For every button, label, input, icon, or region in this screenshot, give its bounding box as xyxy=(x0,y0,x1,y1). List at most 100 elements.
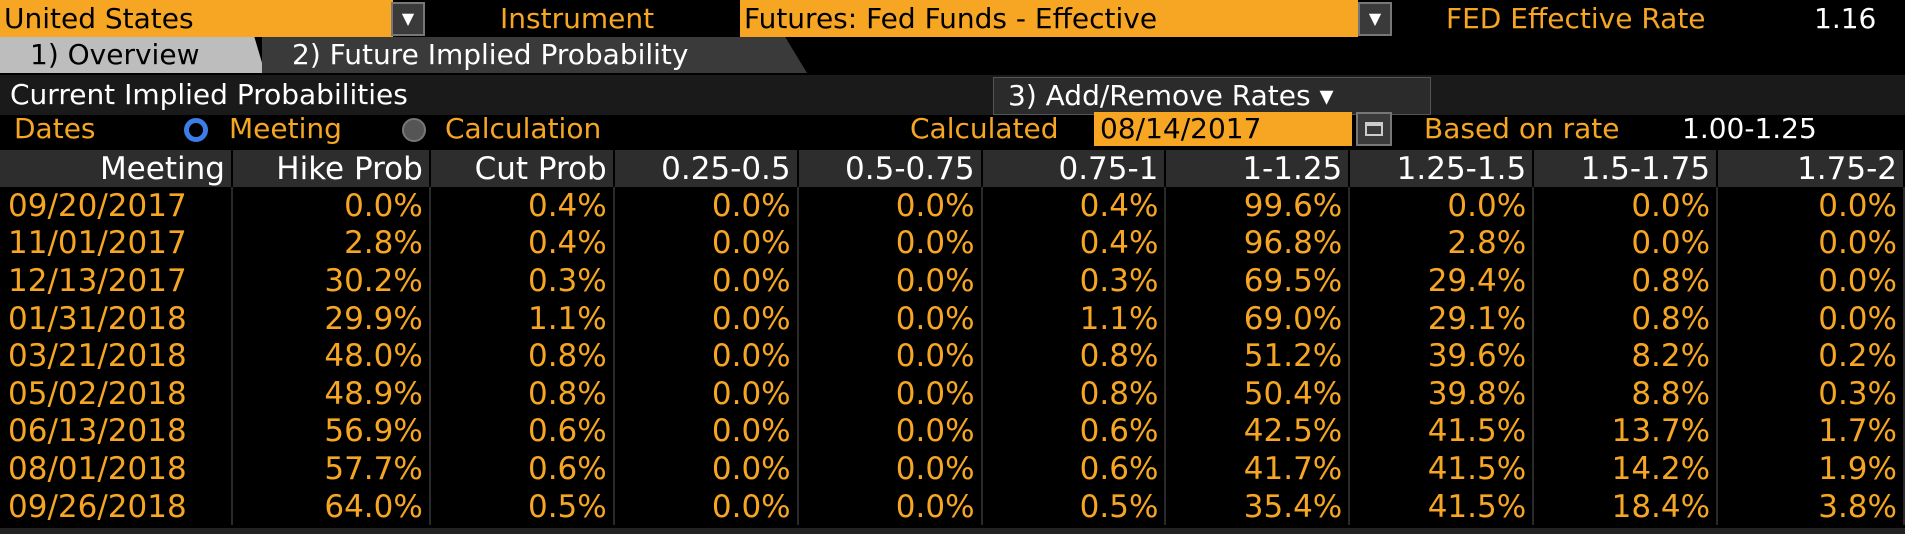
meeting-date-cell: 03/21/2018 xyxy=(0,337,233,375)
probability-cell: 0.0% xyxy=(613,224,799,263)
table-row[interactable]: 09/26/2018 64.0% 0.5% 0.0% 0.0% 0.5% 35.4% 41.5… xyxy=(0,487,1905,526)
probability-cell: 1.9% xyxy=(1717,450,1905,488)
meeting-date-cell: 08/01/2018 xyxy=(0,450,233,488)
table-row[interactable]: 01/31/2018 29.9% 1.1% 0.0% 0.0% 1.1% 69.0% 29.1… xyxy=(0,299,1905,338)
column-header[interactable]: Cut Prob xyxy=(429,150,615,187)
probability-cell: 0.8% xyxy=(1533,262,1719,300)
probability-cell: 0.0% xyxy=(1533,187,1719,225)
table-row[interactable]: 11/01/2017 2.8% 0.4% 0.0% 0.0% 0.4% 96.8% 2.8% 0… xyxy=(0,224,1905,263)
probability-cell: 0.0% xyxy=(797,224,983,263)
chevron-down-icon: ▼ xyxy=(401,9,415,28)
probability-cell: 13.7% xyxy=(1533,412,1719,451)
probability-cell: 0.0% xyxy=(797,412,983,451)
column-header[interactable]: 1.5-1.75 xyxy=(1533,150,1719,187)
probability-cell: 41.5% xyxy=(1349,487,1535,526)
table-header-row: Meeting Hike Prob Cut Prob 0.25-0.5 0.5-0.75… xyxy=(0,150,1905,187)
probability-cell: 0.3% xyxy=(429,262,615,300)
probability-cell: 0.8% xyxy=(429,374,615,413)
probability-cell: 0.0% xyxy=(1717,299,1905,338)
table-row[interactable]: 09/20/2017 0.0% 0.4% 0.0% 0.0% 0.4% 99.6% 0.0% 0… xyxy=(0,187,1905,225)
probability-cell: 0.5% xyxy=(429,487,615,526)
probability-cell: 0.8% xyxy=(981,337,1167,375)
column-header[interactable]: 0.75-1 xyxy=(981,150,1167,187)
probability-cell: 0.0% xyxy=(797,374,983,413)
chevron-down-icon: ▼ xyxy=(1368,9,1382,28)
probability-cell: 51.2% xyxy=(1165,337,1351,375)
instrument-select[interactable]: Futures: Fed Funds - Effective xyxy=(740,0,1358,38)
meeting-date-cell: 11/01/2017 xyxy=(0,224,233,263)
footer-strip xyxy=(0,528,1905,534)
add-remove-rates-button[interactable]: 3) Add/Remove Rates ▾ xyxy=(993,77,1431,115)
calculated-label: Calculated xyxy=(910,112,1059,145)
table-row[interactable]: 12/13/2017 30.2% 0.3% 0.0% 0.0% 0.3% 69.5% 29.4… xyxy=(0,262,1905,300)
meeting-date-cell: 05/02/2018 xyxy=(0,374,233,413)
probability-cell: 0.3% xyxy=(1717,374,1905,413)
probability-cell: 56.9% xyxy=(231,412,431,451)
probability-cell: 0.0% xyxy=(613,337,799,375)
calendar-icon[interactable] xyxy=(1356,112,1392,146)
table-row[interactable]: 05/02/2018 48.9% 0.8% 0.0% 0.0% 0.8% 50.4% 39.8… xyxy=(0,374,1905,413)
probability-cell: 0.0% xyxy=(231,187,431,225)
probability-cell: 39.8% xyxy=(1349,374,1535,413)
probability-cell: 0.4% xyxy=(981,224,1167,263)
probability-cell: 2.8% xyxy=(231,224,431,263)
based-on-rate-value: 1.00-1.25 xyxy=(1682,112,1817,145)
probability-cell: 50.4% xyxy=(1165,374,1351,413)
probability-cell: 0.8% xyxy=(981,374,1167,413)
probability-cell: 41.5% xyxy=(1349,412,1535,451)
table-row[interactable]: 08/01/2018 57.7% 0.6% 0.0% 0.0% 0.6% 41.7% 41.5… xyxy=(0,450,1905,488)
radio-meeting[interactable] xyxy=(184,118,208,142)
probability-cell: 96.8% xyxy=(1165,224,1351,263)
column-header[interactable]: 0.25-0.5 xyxy=(613,150,799,187)
column-header[interactable]: 1-1.25 xyxy=(1165,150,1351,187)
probability-cell: 0.0% xyxy=(1717,262,1905,300)
probability-cell: 29.9% xyxy=(231,299,431,338)
probability-cell: 0.3% xyxy=(981,262,1167,300)
probability-cell: 0.0% xyxy=(797,487,983,526)
probability-cell: 29.1% xyxy=(1349,299,1535,338)
calculation-option-label: Calculation xyxy=(445,112,602,145)
probability-cell: 69.0% xyxy=(1165,299,1351,338)
probability-cell: 0.4% xyxy=(429,224,615,263)
country-select[interactable]: United States xyxy=(0,0,393,38)
tab-overview[interactable]: 1) Overview xyxy=(0,37,265,73)
probability-cell: 0.6% xyxy=(429,450,615,488)
probability-cell: 3.8% xyxy=(1717,487,1905,526)
section-title: Current Implied Probabilities xyxy=(10,78,408,111)
table-row[interactable]: 06/13/2018 56.9% 0.6% 0.0% 0.0% 0.6% 42.5% 41.5… xyxy=(0,412,1905,451)
column-header[interactable]: Hike Prob xyxy=(231,150,431,187)
column-header[interactable]: 1.75-2 xyxy=(1717,150,1905,187)
probability-cell: 0.0% xyxy=(797,450,983,488)
probability-cell: 0.0% xyxy=(613,299,799,338)
table-row[interactable]: 03/21/2018 48.0% 0.8% 0.0% 0.0% 0.8% 51.2% 39.6… xyxy=(0,337,1905,375)
meeting-date-cell: 12/13/2017 xyxy=(0,262,233,300)
radio-calculation[interactable] xyxy=(402,118,426,142)
country-dropdown-button[interactable]: ▼ xyxy=(391,2,425,36)
column-header[interactable]: Meeting xyxy=(0,150,233,187)
column-header[interactable]: 1.25-1.5 xyxy=(1349,150,1535,187)
probability-cell: 64.0% xyxy=(231,487,431,526)
instrument-label: Instrument xyxy=(500,2,655,35)
instrument-dropdown-button[interactable]: ▼ xyxy=(1358,2,1392,36)
probability-cell: 0.0% xyxy=(613,262,799,300)
probability-cell: 99.6% xyxy=(1165,187,1351,225)
calculated-date-input[interactable]: 08/14/2017 xyxy=(1094,112,1352,146)
probability-cell: 0.4% xyxy=(429,187,615,225)
probability-cell: 0.0% xyxy=(1349,187,1535,225)
probability-cell: 0.0% xyxy=(613,187,799,225)
based-on-rate-label: Based on rate xyxy=(1424,112,1620,145)
meeting-date-cell: 09/26/2018 xyxy=(0,487,233,526)
tab-future-implied-probability[interactable]: 2) Future Implied Probability xyxy=(262,37,807,73)
meeting-date-cell: 09/20/2017 xyxy=(0,187,233,225)
probability-table: Meeting Hike Prob Cut Prob 0.25-0.5 0.5-0.75… xyxy=(0,150,1905,526)
probability-cell: 14.2% xyxy=(1533,450,1719,488)
meeting-option-label: Meeting xyxy=(229,112,342,145)
probability-cell: 0.0% xyxy=(1533,224,1719,263)
column-header[interactable]: 0.5-0.75 xyxy=(797,150,983,187)
probability-cell: 0.0% xyxy=(797,337,983,375)
probability-cell: 2.8% xyxy=(1349,224,1535,263)
fed-rate-label: FED Effective Rate xyxy=(1446,2,1706,35)
probability-cell: 0.0% xyxy=(1717,187,1905,225)
probability-cell: 39.6% xyxy=(1349,337,1535,375)
probability-cell: 48.0% xyxy=(231,337,431,375)
